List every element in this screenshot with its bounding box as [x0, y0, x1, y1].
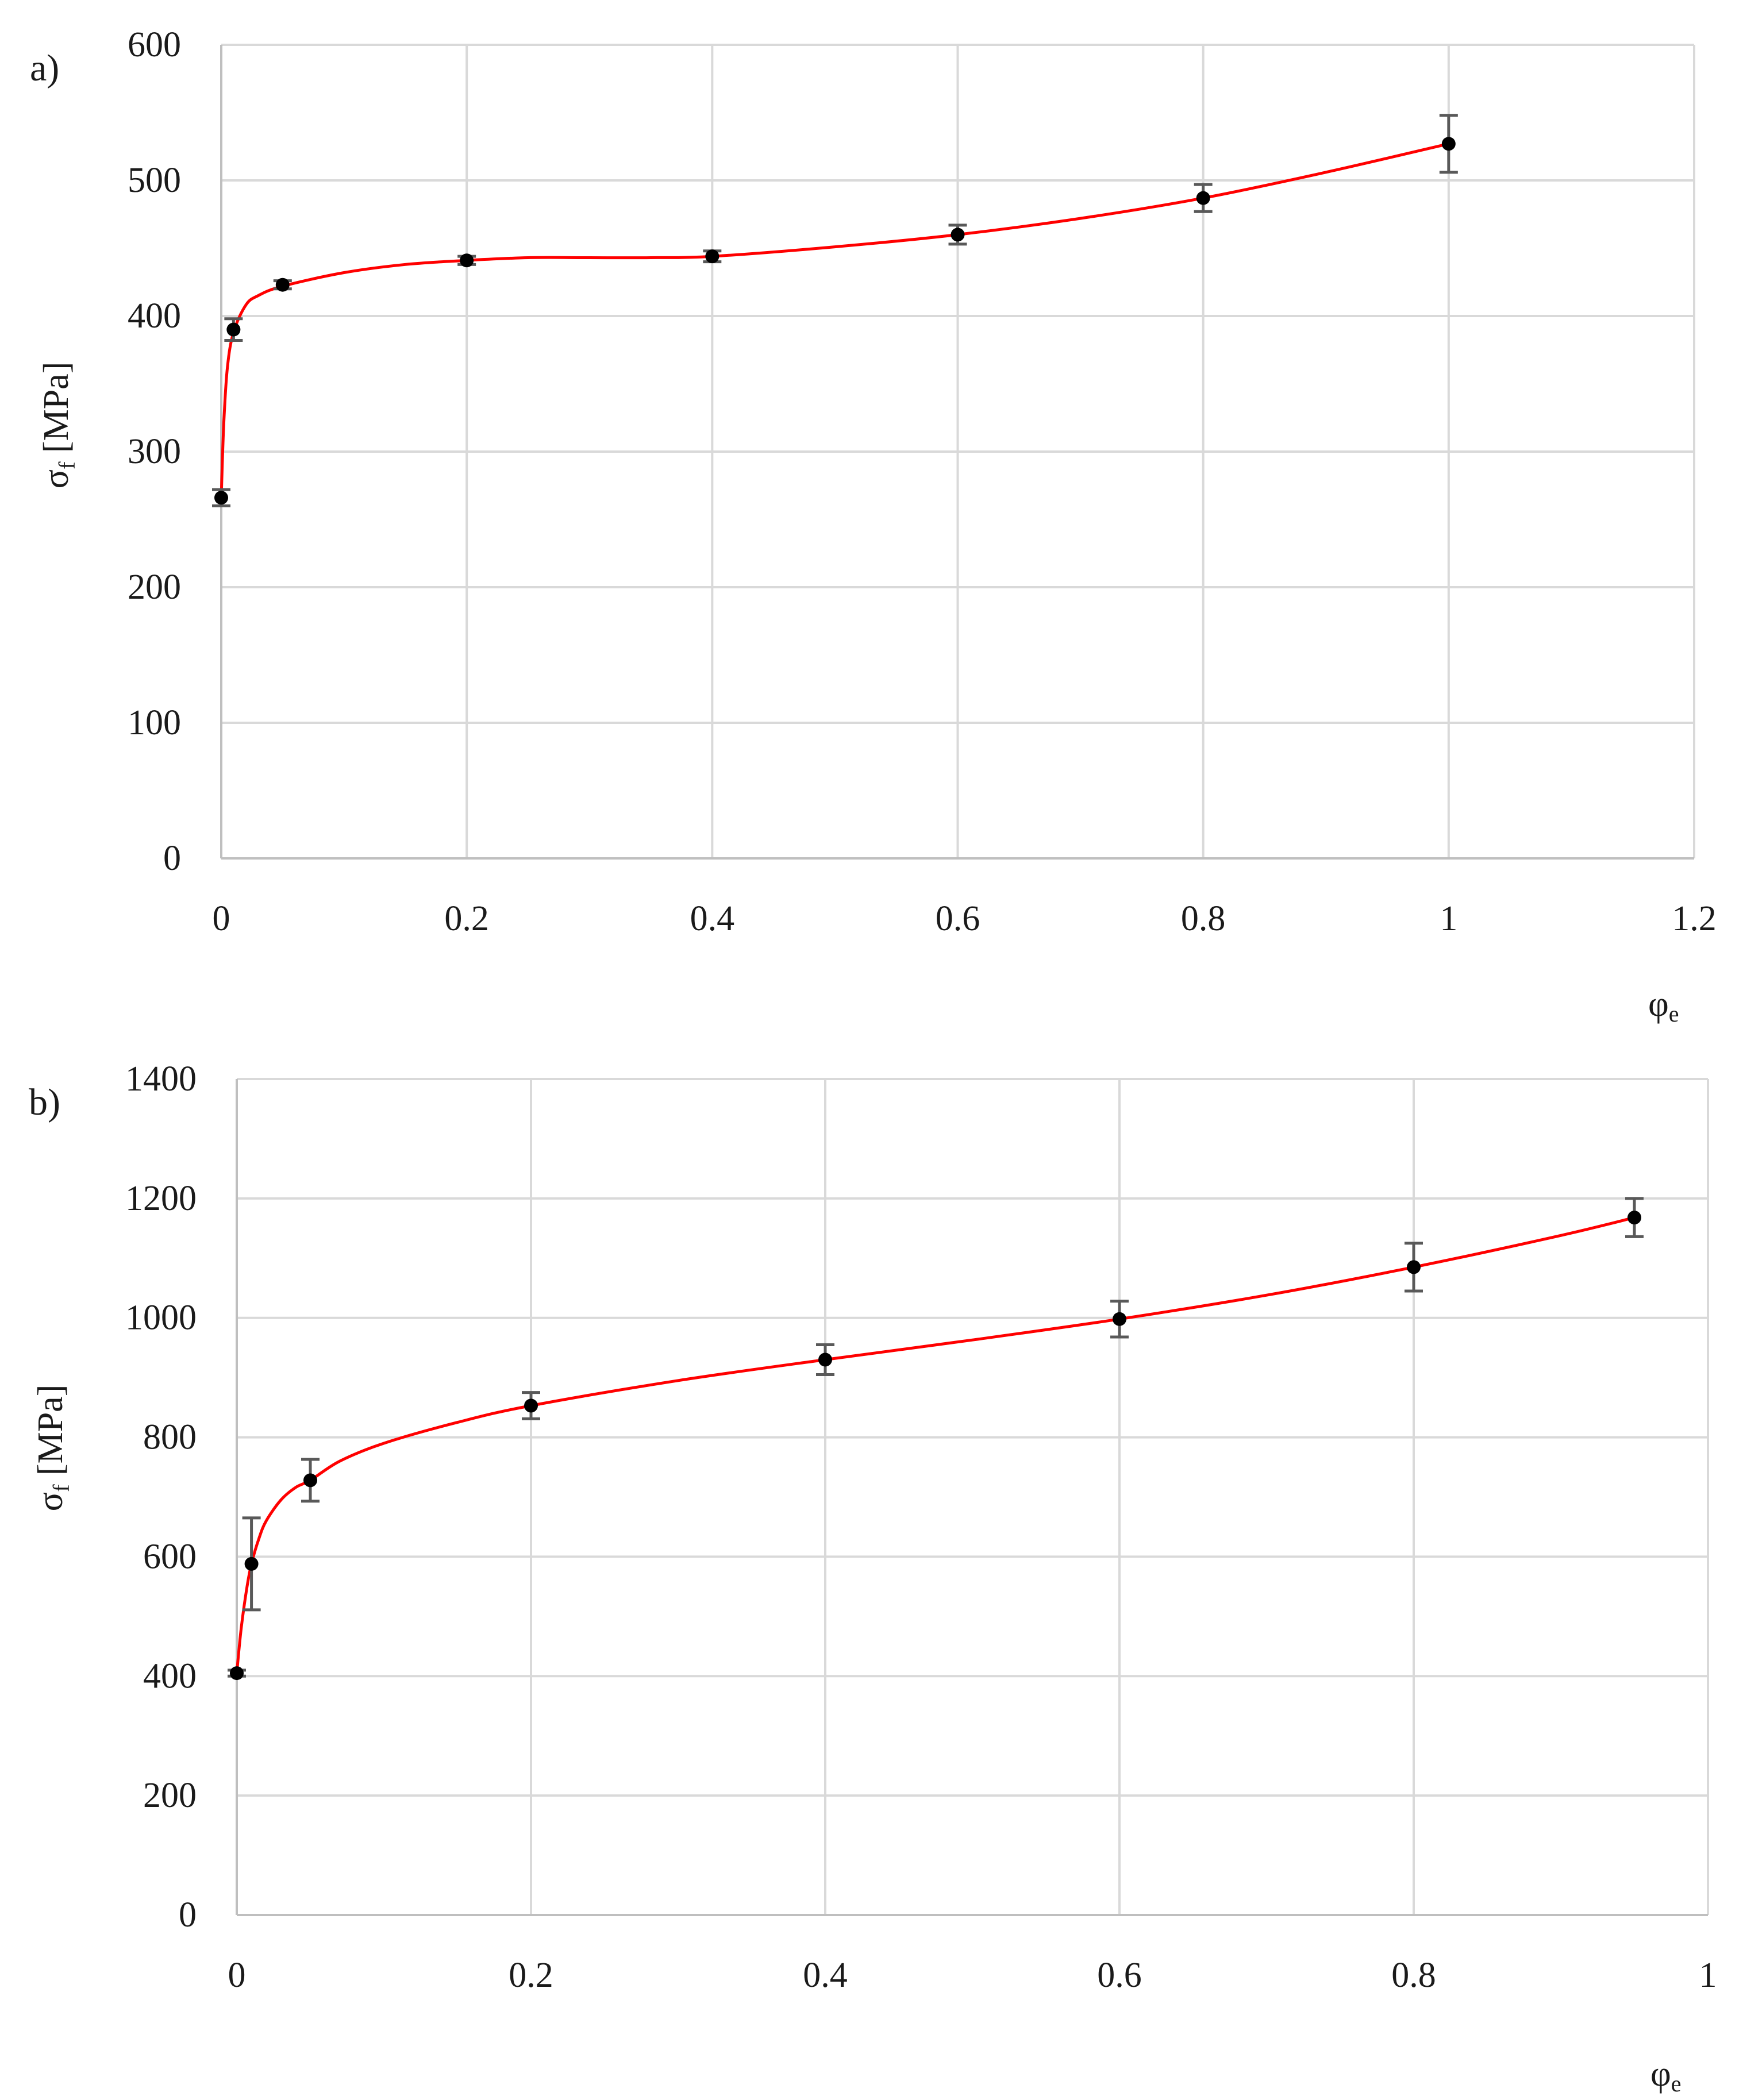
- y-tick-label: 0: [163, 839, 181, 878]
- data-points: [230, 1211, 1641, 1681]
- y-tick-label: 600: [143, 1537, 197, 1576]
- y-tick-label: 200: [128, 568, 181, 607]
- data-point: [303, 1473, 317, 1488]
- x-tick-label: 1: [1699, 1956, 1717, 1995]
- x-tick-label: 0.8: [1181, 899, 1226, 938]
- data-point: [275, 278, 290, 292]
- data-point: [1196, 191, 1210, 205]
- y-axis-label: σf [MPa]: [31, 1385, 74, 1512]
- data-point: [1113, 1312, 1126, 1326]
- x-tick-label: 0.4: [803, 1956, 848, 1995]
- panel-label: a): [30, 47, 59, 89]
- grid: [237, 1078, 1709, 1915]
- data-points: [214, 137, 1456, 505]
- x-tick-label: 0.6: [1097, 1956, 1142, 1995]
- data-point: [951, 228, 965, 242]
- y-tick-labels: 0 100 200 300 400 500 600: [128, 25, 181, 878]
- y-tick-label: 400: [143, 1656, 197, 1696]
- y-tick-label: 0: [179, 1895, 197, 1935]
- x-tick-label: 1: [1440, 899, 1457, 938]
- fit-curve: [235, 1216, 1635, 1674]
- y-tick-label: 800: [143, 1418, 197, 1457]
- y-tick-label: 300: [128, 432, 181, 471]
- data-point: [226, 322, 241, 337]
- x-tick-labels: 0 0.2 0.4 0.6 0.8 1: [228, 1956, 1717, 1995]
- error-bars: [212, 114, 1458, 507]
- x-tick-label: 1.2: [1672, 899, 1717, 938]
- data-point: [705, 249, 719, 264]
- y-tick-label: 1000: [125, 1298, 197, 1338]
- y-tick-labels: 0 200 400 600 800 1000 1200 1400: [125, 1059, 197, 1935]
- data-point: [230, 1666, 244, 1681]
- data-point: [1627, 1211, 1641, 1225]
- y-tick-label: 100: [128, 703, 181, 742]
- x-axis-label: φe: [1648, 985, 1679, 1027]
- x-tick-label: 0.2: [509, 1956, 553, 1995]
- panel-label: b): [29, 1081, 60, 1123]
- x-tick-label: 0: [228, 1956, 246, 1995]
- y-tick-label: 1400: [125, 1059, 197, 1099]
- x-axis-label: φe: [1650, 2055, 1682, 2097]
- y-tick-label: 500: [128, 161, 181, 200]
- data-point: [1441, 137, 1456, 151]
- y-tick-label: 600: [128, 25, 181, 64]
- y-tick-label: 200: [143, 1776, 197, 1815]
- data-point: [214, 491, 228, 505]
- y-tick-label: 400: [128, 296, 181, 336]
- data-point: [524, 1398, 538, 1413]
- chart-panel-b: 0 200 400 600 800 1000 1200 1400 0 0.2 0.4 0.6 0.8 1…: [29, 1059, 1717, 2097]
- data-point: [1407, 1260, 1421, 1274]
- x-tick-label: 0.6: [936, 899, 980, 938]
- x-tick-labels: 0 0.2 0.4 0.6 0.8 1 1.2: [213, 899, 1717, 938]
- x-tick-label: 0.4: [690, 899, 735, 938]
- data-point: [460, 253, 474, 268]
- data-point: [244, 1556, 259, 1571]
- y-tick-label: 1200: [125, 1179, 197, 1218]
- grid: [221, 44, 1695, 858]
- x-tick-label: 0.8: [1391, 1956, 1436, 1995]
- x-tick-label: 0.2: [444, 899, 489, 938]
- x-tick-label: 0: [213, 899, 230, 938]
- y-axis-label: σf [MPa]: [37, 362, 80, 489]
- fit-curve: [220, 142, 1449, 498]
- chart-panel-a: 0 100 200 300 400 500 600 0 0.2 0.4 0.6 0.8 1 1.2 a)…: [30, 25, 1717, 1027]
- data-point: [818, 1353, 832, 1367]
